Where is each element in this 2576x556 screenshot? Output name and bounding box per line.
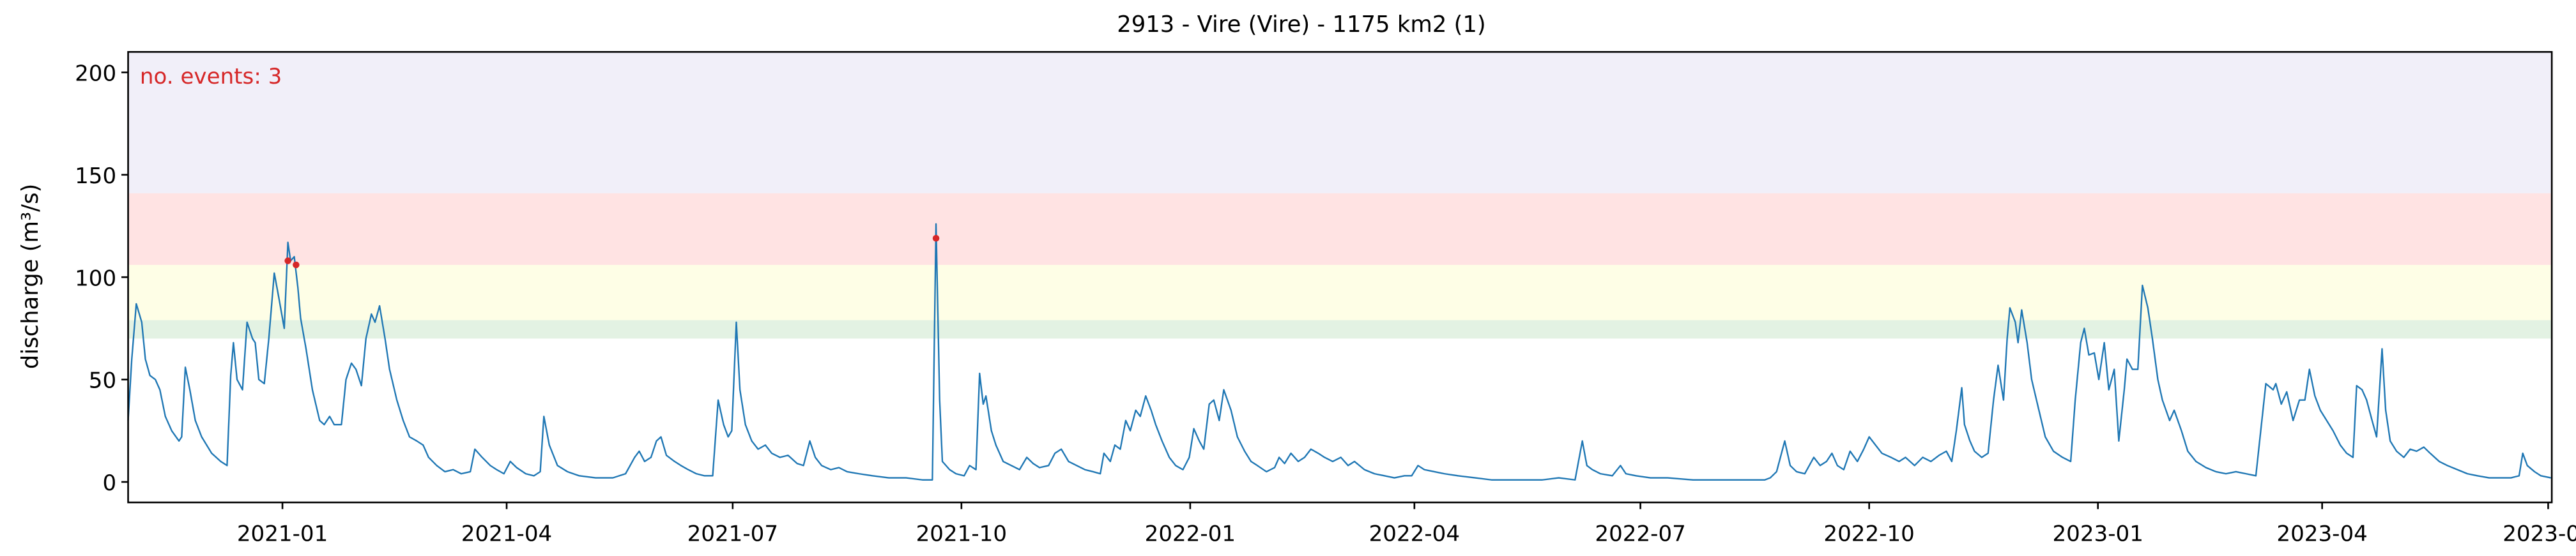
x-tick-label: 2022-04 — [1369, 521, 1460, 546]
threshold-band — [128, 320, 2552, 339]
x-tick-label: 2021-04 — [461, 521, 552, 546]
event-point — [293, 261, 300, 269]
discharge-line — [127, 223, 2551, 481]
x-tick-label: 2022-10 — [1823, 521, 1914, 546]
x-tick-label: 2022-07 — [1595, 521, 1685, 546]
annotation: no. events: 3 — [140, 64, 282, 89]
threshold-band — [128, 264, 2552, 320]
x-tick-label: 2021-07 — [687, 521, 778, 546]
event-point — [932, 234, 940, 242]
mark-layer — [127, 223, 2551, 481]
threshold-band — [128, 193, 2552, 265]
x-tick-label: 2021-01 — [237, 521, 328, 546]
x-tick-label: 2023-07 — [2503, 521, 2576, 546]
event-point — [284, 257, 291, 264]
band-layer — [128, 52, 2552, 339]
x-tick-label: 2023-01 — [2052, 521, 2143, 546]
y-tick-label: 50 — [89, 368, 116, 394]
x-tick-label: 2021-10 — [916, 521, 1007, 546]
x-tick-label: 2022-01 — [1145, 521, 1236, 546]
y-tick-label: 100 — [75, 266, 116, 291]
threshold-band — [128, 52, 2552, 193]
y-tick-label: 0 — [102, 470, 116, 496]
chart-title: 2913 - Vire (Vire) - 1175 km2 (1) — [1117, 11, 1486, 38]
y-axis-label: discharge (m³/s) — [17, 184, 43, 370]
y-tick-label: 200 — [75, 61, 116, 87]
y-tick-label: 150 — [75, 163, 116, 189]
x-tick-label: 2023-04 — [2276, 521, 2367, 546]
axis-layer: 0 50 100 150 200 2021-01 2021-04 2021-07 2021-10… — [75, 61, 2576, 547]
